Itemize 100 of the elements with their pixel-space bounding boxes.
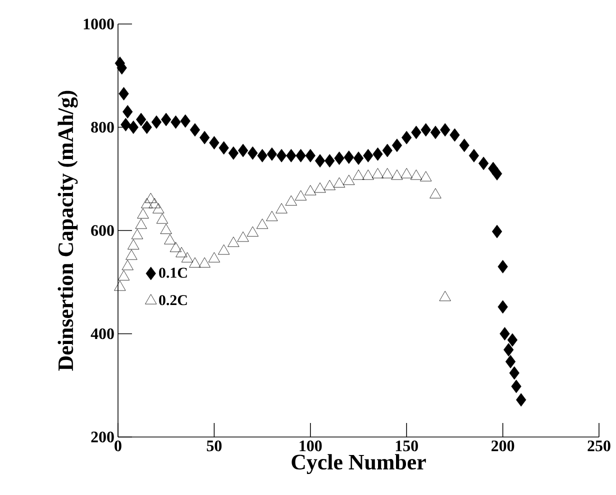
point [372, 168, 384, 178]
point [122, 105, 133, 118]
point [492, 224, 502, 238]
point [333, 177, 346, 188]
point [170, 115, 181, 129]
point [137, 208, 149, 218]
point [468, 148, 480, 162]
y-tick-label: 400 [90, 328, 114, 340]
point [450, 128, 460, 142]
point [238, 144, 248, 158]
point [420, 171, 432, 182]
point [314, 182, 326, 193]
point [382, 168, 394, 178]
x-axis-title: Cycle Number [292, 454, 426, 474]
point [164, 234, 176, 244]
point [492, 167, 502, 180]
point [440, 123, 450, 137]
legend-label: 0.1C [159, 268, 187, 278]
point [156, 213, 168, 224]
point [286, 148, 296, 162]
point [294, 190, 307, 200]
point [296, 148, 306, 162]
point [136, 112, 146, 126]
point [411, 126, 422, 140]
point [209, 136, 220, 150]
point [148, 198, 160, 208]
x-tick-label: 100 [300, 440, 322, 452]
point [161, 112, 172, 126]
point [118, 270, 130, 280]
point [151, 115, 162, 129]
point [334, 152, 344, 165]
point [176, 247, 188, 258]
x-tick-label: 150 [396, 440, 418, 452]
point [128, 120, 138, 134]
point [304, 185, 316, 196]
point [135, 218, 147, 229]
point [420, 123, 431, 137]
point [276, 203, 288, 214]
point [170, 242, 182, 252]
point [118, 87, 129, 100]
point [382, 144, 392, 158]
point [208, 252, 220, 262]
point [126, 250, 138, 260]
point [478, 156, 489, 170]
point [131, 228, 144, 240]
x-tick-label: 0 [114, 440, 122, 452]
point [141, 198, 153, 208]
point [122, 260, 134, 270]
point [363, 148, 374, 162]
point [246, 226, 259, 237]
point [142, 120, 152, 134]
point [189, 257, 201, 268]
point [114, 280, 126, 291]
x-tick-label: 200 [492, 440, 514, 452]
point [372, 147, 383, 161]
point [391, 170, 403, 180]
point [439, 290, 451, 302]
point [228, 236, 240, 247]
point [324, 154, 335, 168]
point [180, 114, 190, 128]
point [237, 232, 249, 242]
point [181, 252, 194, 262]
point [228, 146, 239, 160]
y-tick-label: 200 [91, 432, 114, 442]
point [402, 130, 412, 144]
point [430, 126, 441, 140]
point [128, 239, 140, 250]
point [362, 170, 374, 180]
x-tick-label: 250 [588, 440, 610, 452]
point [257, 148, 268, 162]
point [120, 118, 131, 132]
point [314, 154, 326, 168]
point [256, 218, 268, 229]
legend-label: 0.2C [159, 295, 187, 306]
y-axis-title: Deinsertion Capacity (mAh/g) [58, 90, 78, 371]
x-tick-label: 50 [206, 440, 222, 452]
point [248, 146, 258, 160]
point [152, 203, 164, 214]
y-tick-label: 600 [91, 225, 114, 236]
point [276, 148, 287, 162]
point [400, 168, 412, 178]
point [285, 195, 297, 206]
point [352, 170, 364, 180]
point [410, 170, 422, 180]
point [305, 148, 316, 162]
point [343, 174, 355, 185]
point [344, 150, 354, 164]
point [160, 224, 172, 234]
point [392, 138, 402, 152]
point [266, 147, 277, 161]
point [218, 244, 230, 255]
y-tick-label: 800 [91, 122, 114, 133]
point [218, 141, 229, 155]
point [200, 130, 210, 144]
point [198, 257, 210, 268]
y-tick-label: 1000 [84, 18, 114, 30]
point [324, 180, 336, 190]
point [190, 123, 200, 137]
point [430, 188, 442, 198]
point [353, 152, 364, 165]
